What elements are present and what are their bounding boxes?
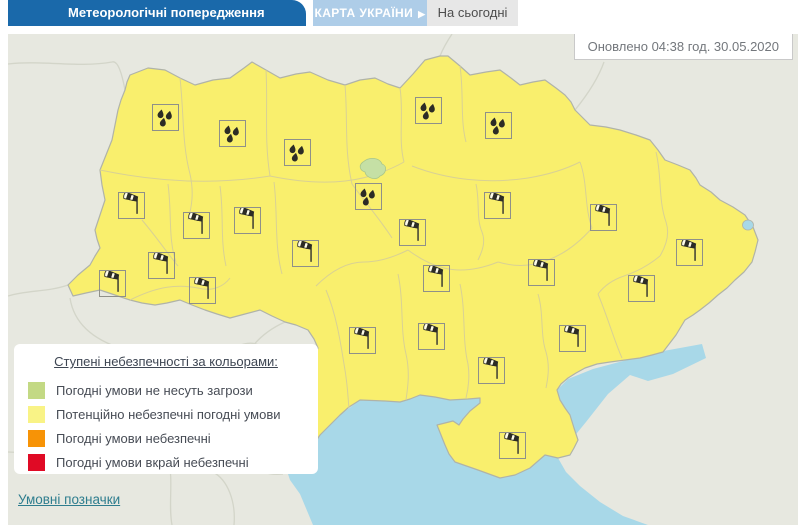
wind-warning-crimea[interactable] xyxy=(498,431,526,459)
legend-label: Погодні умови вкрай небезпечні xyxy=(56,454,249,470)
rain-warning-zhytomyr[interactable] xyxy=(283,138,311,166)
rain-icon xyxy=(490,117,505,134)
windsock-icon xyxy=(296,240,312,262)
windsock-icon xyxy=(238,207,254,229)
legend-swatch xyxy=(28,405,45,423)
windsock-icon xyxy=(152,252,168,274)
wind-warning-lviv[interactable] xyxy=(117,191,145,219)
windsock-icon xyxy=(488,192,504,214)
tab-bar: Метеорологічні попередження КАРТА УКРАЇН… xyxy=(0,0,798,26)
windsock-icon xyxy=(187,212,203,234)
windsock-icon xyxy=(503,432,519,454)
rain-warning-sumy[interactable] xyxy=(484,111,512,139)
windsock-icon xyxy=(193,277,209,299)
tab-meteo-warnings[interactable]: Метеорологічні попередження xyxy=(8,0,306,26)
legend-swatch xyxy=(28,453,45,471)
wind-warning-dnipro[interactable] xyxy=(527,258,555,286)
windsock-icon xyxy=(632,275,648,297)
wind-warning-kharkiv[interactable] xyxy=(589,203,617,231)
rain-warning-chernihiv[interactable] xyxy=(414,96,442,124)
wind-warning-chernivtsi[interactable] xyxy=(188,276,216,304)
tab-ukraine-map-label: КАРТА УКРАЇНИ xyxy=(314,6,414,20)
windsock-icon xyxy=(353,327,369,349)
rain-warning-volyn[interactable] xyxy=(151,103,179,131)
tab-today[interactable]: На сьогодні xyxy=(427,0,518,26)
ukraine-shape xyxy=(67,55,759,479)
legend-item: Погодні умови небезпечні xyxy=(14,426,318,450)
wind-warning-zakarpattia[interactable] xyxy=(98,269,126,297)
ukraine-warning-map[interactable]: Оновлено 04:38 год. 30.05.2020 Ступені н… xyxy=(8,34,798,525)
basemap xyxy=(8,34,759,525)
legend-items: Погодні умови не несуть загрози Потенційн… xyxy=(14,378,318,474)
rain-icon xyxy=(289,144,304,161)
wind-warning-khmelnytskyi[interactable] xyxy=(233,206,261,234)
legend: Ступені небезпечності за кольорами: Пого… xyxy=(14,344,318,474)
wind-warning-luhansk[interactable] xyxy=(675,238,703,266)
windsock-icon xyxy=(422,323,438,345)
rain-icon xyxy=(420,102,435,119)
symbols-link[interactable]: Умовні позначки xyxy=(18,492,121,507)
wind-warning-donetsk[interactable] xyxy=(627,274,655,302)
wind-warning-cherkasy[interactable] xyxy=(398,218,426,246)
windsock-icon xyxy=(427,265,443,287)
legend-item: Потенційно небезпечні погодні умови xyxy=(14,402,318,426)
border-water-spot xyxy=(742,219,754,231)
wind-warning-zaporizhzhia[interactable] xyxy=(558,324,586,352)
wind-warning-kirovohrad[interactable] xyxy=(422,264,450,292)
legend-label: Погодні умови небезпечні xyxy=(56,430,211,446)
windsock-icon xyxy=(482,357,498,379)
legend-item: Погодні умови не несуть загрози xyxy=(14,378,318,402)
windsock-icon xyxy=(103,270,119,292)
windsock-icon xyxy=(403,219,419,241)
updated-box: Оновлено 04:38 год. 30.05.2020 xyxy=(573,34,793,60)
arrow-right-icon: ▶ xyxy=(418,9,426,19)
windsock-icon xyxy=(563,325,579,347)
windsock-icon xyxy=(680,239,696,261)
rain-warning-kyiv[interactable] xyxy=(354,182,382,210)
legend-swatch xyxy=(28,429,45,447)
wind-warning-poltava[interactable] xyxy=(483,191,511,219)
wind-warning-kherson[interactable] xyxy=(477,356,505,384)
kyiv-city-green xyxy=(359,158,386,179)
wind-warning-mykolaiv[interactable] xyxy=(417,322,445,350)
tab-meteo-warnings-label: Метеорологічні попередження xyxy=(68,5,265,20)
windsock-icon xyxy=(122,192,138,214)
oblast-borders xyxy=(99,65,669,409)
rain-icon xyxy=(360,188,375,205)
wind-warning-odesa[interactable] xyxy=(348,326,376,354)
wind-warning-ternopil[interactable] xyxy=(182,211,210,239)
legend-swatch xyxy=(28,381,45,399)
windsock-icon xyxy=(532,259,548,281)
rain-icon xyxy=(157,109,172,126)
wind-warning-vinnytsia[interactable] xyxy=(291,239,319,267)
legend-title: Ступені небезпечності за кольорами: xyxy=(54,354,278,369)
legend-item: Погодні умови вкрай небезпечні xyxy=(14,450,318,474)
tab-ukraine-map[interactable]: КАРТА УКРАЇНИ ▶ xyxy=(313,0,427,26)
rain-warning-rivne[interactable] xyxy=(218,119,246,147)
legend-label: Погодні умови не несуть загрози xyxy=(56,382,253,398)
wind-warning-ivano-frankivsk[interactable] xyxy=(147,251,175,279)
rain-icon xyxy=(224,125,239,142)
legend-label: Потенційно небезпечні погодні умови xyxy=(56,406,281,422)
windsock-icon xyxy=(594,204,610,226)
